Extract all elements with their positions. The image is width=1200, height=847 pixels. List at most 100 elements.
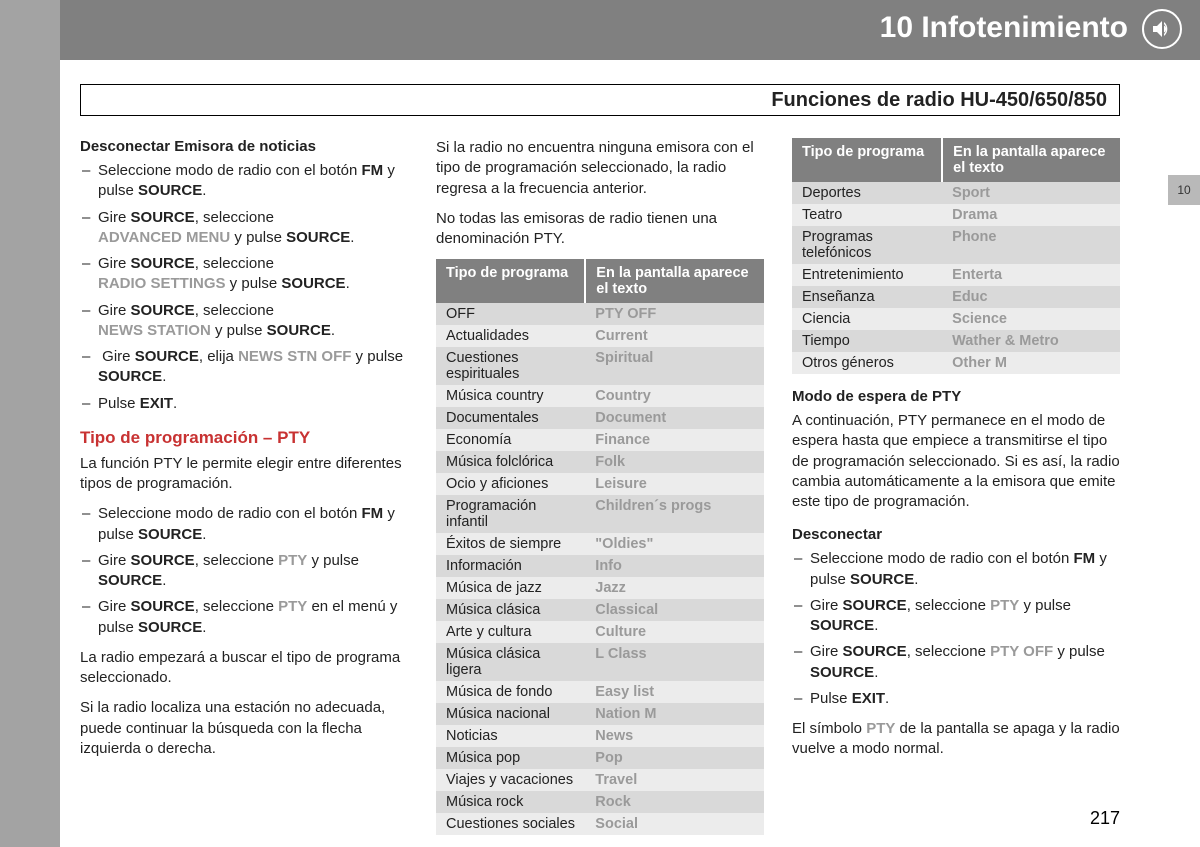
table-header-display: En la pantalla aparece el texto: [942, 138, 1120, 182]
steps-disconnect-pty: Seleccione modo de radio con el botón FM…: [792, 549, 1120, 709]
cell-program-type: Cuestiones espirituales: [436, 347, 585, 385]
table-row: Música rockRock: [436, 791, 764, 813]
cell-display-text: Rock: [585, 791, 764, 813]
table-row: EnseñanzaEduc: [792, 286, 1120, 308]
cell-program-type: Música clásica ligera: [436, 643, 585, 681]
chapter-title: 10 Infotenimiento: [880, 11, 1128, 45]
table-row: EntretenimientoEnterta: [792, 264, 1120, 286]
cell-program-type: Programas telefónicos: [792, 226, 942, 264]
manual-page: 10 Infotenimiento 10 Funciones de radio …: [0, 0, 1200, 847]
table-row: Música de fondoEasy list: [436, 681, 764, 703]
table-row: ActualidadesCurrent: [436, 325, 764, 347]
cell-program-type: Noticias: [436, 725, 585, 747]
cell-display-text: Pop: [585, 747, 764, 769]
cell-program-type: Viajes y vacaciones: [436, 769, 585, 791]
table-row: CienciaScience: [792, 308, 1120, 330]
cell-program-type: Música clásica: [436, 599, 585, 621]
list-item: Seleccione modo de radio con el botón FM…: [792, 549, 1120, 590]
table-row: Éxitos de siempre"Oldies": [436, 533, 764, 555]
cell-program-type: Arte y cultura: [436, 621, 585, 643]
table-row: Música de jazzJazz: [436, 577, 764, 599]
cell-display-text: "Oldies": [585, 533, 764, 555]
table-row: Música countryCountry: [436, 385, 764, 407]
cell-program-type: Documentales: [436, 407, 585, 429]
cell-program-type: Programación infantil: [436, 495, 585, 533]
cell-display-text: Social: [585, 813, 764, 835]
steps-pty-select: Seleccione modo de radio con el botón FM…: [80, 504, 408, 638]
table-row: DocumentalesDocument: [436, 407, 764, 429]
left-gutter: [0, 0, 60, 847]
table-row: InformaciónInfo: [436, 555, 764, 577]
page-number: 217: [1090, 808, 1120, 829]
table-header-type: Tipo de programa: [436, 259, 585, 303]
table-row: Cuestiones espiritualesSpiritual: [436, 347, 764, 385]
cell-display-text: Wather & Metro: [942, 330, 1120, 352]
list-item: Pulse EXIT.: [80, 394, 408, 414]
pty-table-side: Tipo de programa En la pantalla aparece …: [792, 138, 1120, 374]
cell-program-type: Economía: [436, 429, 585, 451]
cell-program-type: Otros géneros: [792, 352, 942, 374]
list-item: Seleccione modo de radio con el botón FM…: [80, 161, 408, 202]
table-row: TeatroDrama: [792, 204, 1120, 226]
pty-table-main: Tipo de programa En la pantalla aparece …: [436, 259, 764, 835]
list-item: Gire SOURCE, seleccione RADIO SETTINGS y…: [80, 254, 408, 295]
list-item: Gire SOURCE, seleccione NEWS STATION y p…: [80, 301, 408, 342]
table-row: Música clásica ligeraL Class: [436, 643, 764, 681]
paragraph: No todas las emisoras de radio tienen un…: [436, 209, 764, 250]
cell-program-type: Ocio y aficiones: [436, 473, 585, 495]
cell-display-text: Sport: [942, 182, 1120, 204]
cell-display-text: Science: [942, 308, 1120, 330]
cell-display-text: Country: [585, 385, 764, 407]
cell-display-text: Educ: [942, 286, 1120, 308]
list-item: Gire SOURCE, seleccione ADVANCED MENU y …: [80, 208, 408, 249]
cell-display-text: News: [585, 725, 764, 747]
table-row: Arte y culturaCulture: [436, 621, 764, 643]
heading-pty: Tipo de programación – PTY: [80, 428, 408, 448]
paragraph: El símbolo PTY de la pantalla se apaga y…: [792, 719, 1120, 760]
cell-display-text: L Class: [585, 643, 764, 681]
column-1: Desconectar Emisora de noticias Seleccio…: [80, 138, 408, 787]
cell-display-text: Finance: [585, 429, 764, 451]
column-3: Tipo de programa En la pantalla aparece …: [792, 138, 1120, 787]
section-title: Funciones de radio HU-450/650/850: [771, 89, 1107, 112]
cell-program-type: Cuestiones sociales: [436, 813, 585, 835]
cell-display-text: Drama: [942, 204, 1120, 226]
table-row: Programas telefónicosPhone: [792, 226, 1120, 264]
list-item: Gire SOURCE, seleccione PTY OFF y pulse …: [792, 642, 1120, 683]
cell-display-text: Easy list: [585, 681, 764, 703]
table-row: OFFPTY OFF: [436, 303, 764, 325]
table-row: Otros génerosOther M: [792, 352, 1120, 374]
table-row: Música nacionalNation M: [436, 703, 764, 725]
cell-display-text: Enterta: [942, 264, 1120, 286]
table-header-type: Tipo de programa: [792, 138, 942, 182]
cell-display-text: Other M: [942, 352, 1120, 374]
cell-display-text: Info: [585, 555, 764, 577]
chapter-header: 10 Infotenimiento: [60, 0, 1200, 60]
cell-program-type: Música rock: [436, 791, 585, 813]
cell-display-text: PTY OFF: [585, 303, 764, 325]
table-row: Música clásicaClassical: [436, 599, 764, 621]
paragraph: Si la radio localiza una estación no ade…: [80, 698, 408, 759]
speaker-icon: [1142, 9, 1182, 49]
cell-display-text: Leisure: [585, 473, 764, 495]
cell-program-type: Entretenimiento: [792, 264, 942, 286]
paragraph: La radio empezará a buscar el tipo de pr…: [80, 648, 408, 689]
cell-program-type: Música pop: [436, 747, 585, 769]
list-item: Gire SOURCE, seleccione PTY y pulse SOUR…: [792, 596, 1120, 637]
cell-program-type: Música nacional: [436, 703, 585, 725]
cell-display-text: Jazz: [585, 577, 764, 599]
cell-display-text: Travel: [585, 769, 764, 791]
table-row: TiempoWather & Metro: [792, 330, 1120, 352]
cell-program-type: Música folclórica: [436, 451, 585, 473]
cell-program-type: Actualidades: [436, 325, 585, 347]
cell-display-text: Phone: [942, 226, 1120, 264]
content-columns: Desconectar Emisora de noticias Seleccio…: [80, 138, 1120, 787]
cell-display-text: Document: [585, 407, 764, 429]
section-title-frame: Funciones de radio HU-450/650/850: [80, 84, 1120, 116]
cell-display-text: Children´s progs: [585, 495, 764, 533]
cell-display-text: Spiritual: [585, 347, 764, 385]
cell-program-type: Ciencia: [792, 308, 942, 330]
cell-program-type: Tiempo: [792, 330, 942, 352]
table-row: Ocio y aficionesLeisure: [436, 473, 764, 495]
column-2: Si la radio no encuentra ninguna emisora…: [436, 138, 764, 787]
